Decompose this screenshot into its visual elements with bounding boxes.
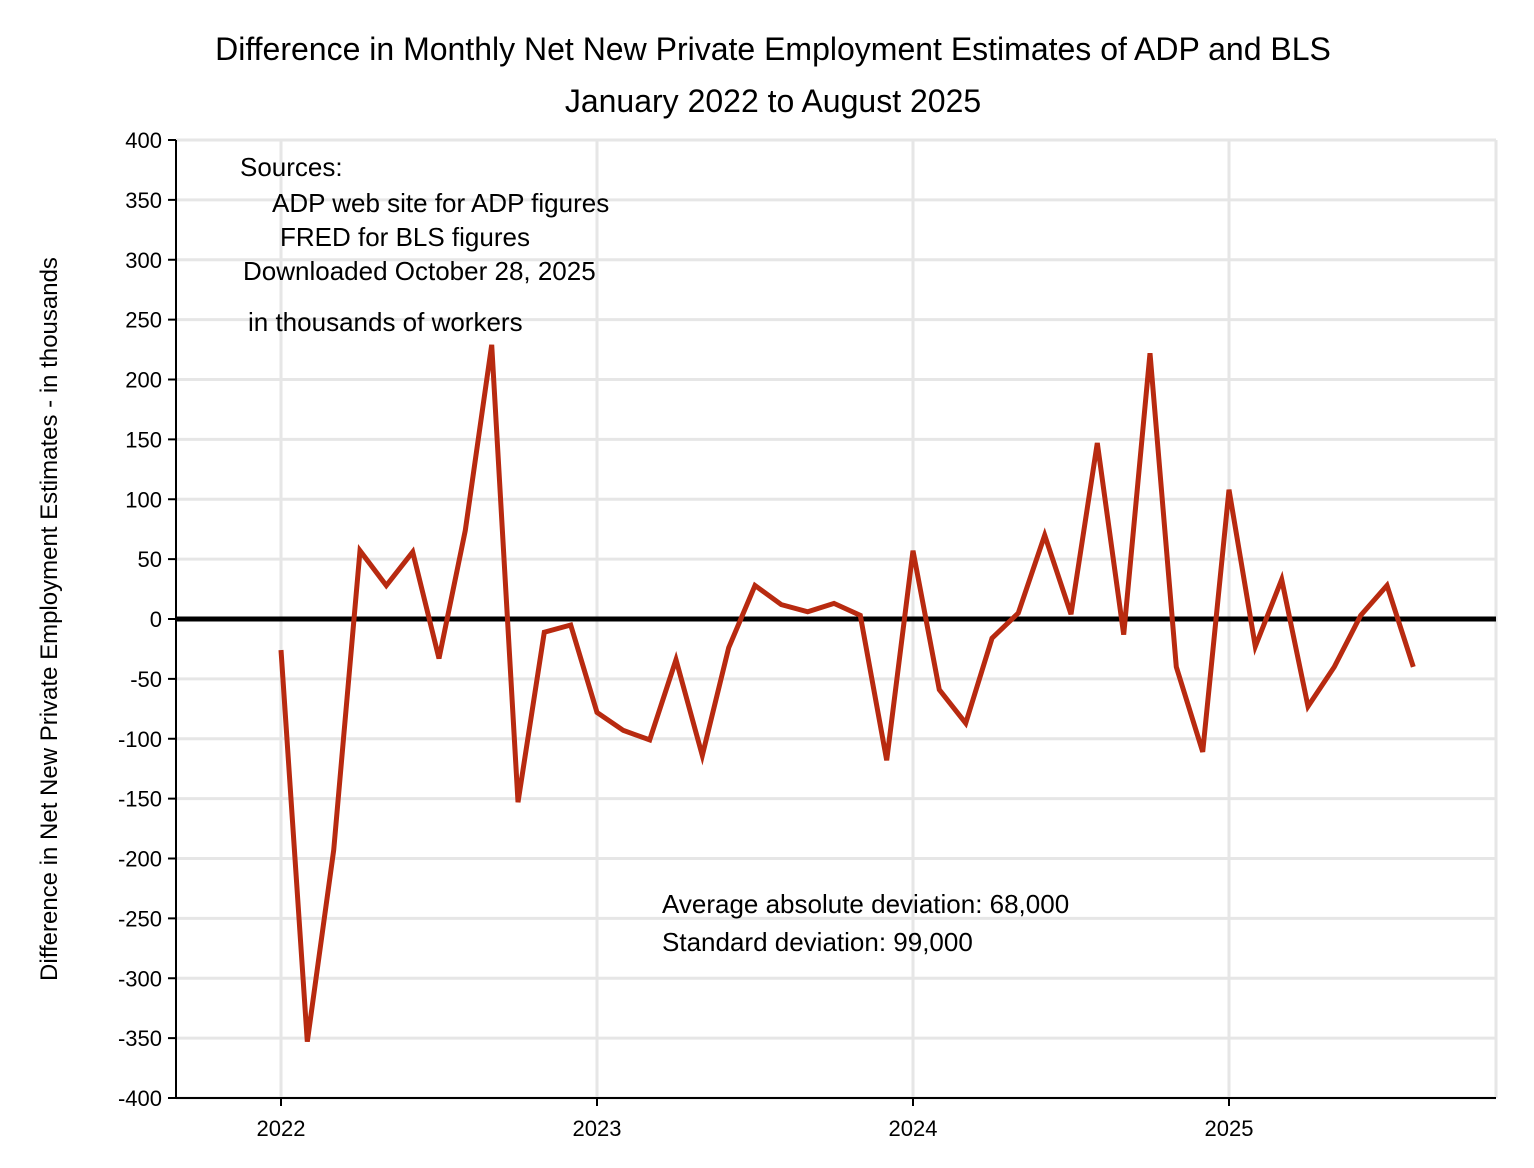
y-tick-label: -150: [118, 787, 162, 812]
sources-label: Sources:: [240, 152, 343, 182]
axes: [168, 139, 1496, 1106]
avg-abs-deviation: Average absolute deviation: 68,000: [662, 889, 1069, 919]
y-tick-label: -250: [118, 906, 162, 931]
y-tick-label: -200: [118, 847, 162, 872]
download-date: Downloaded October 28, 2025: [243, 256, 596, 286]
annotations: Sources: ADP web site for ADP figures FR…: [240, 152, 1069, 957]
y-tick-label: -400: [118, 1086, 162, 1111]
y-tick-label: -350: [118, 1026, 162, 1051]
x-tick-label: 2022: [257, 1116, 306, 1141]
y-tick-label: 100: [125, 487, 162, 512]
source-fred: FRED for BLS figures: [280, 222, 530, 252]
y-tick-label: -100: [118, 727, 162, 752]
y-tick-label: 150: [125, 427, 162, 452]
y-tick-label: 0: [150, 607, 162, 632]
series-line: [278, 344, 1416, 1043]
units-note: in thousands of workers: [248, 307, 523, 337]
y-tick-label: 50: [138, 547, 162, 572]
y-tick-label: 300: [125, 248, 162, 273]
y-tick-label: 250: [125, 308, 162, 333]
series-difference: [278, 344, 1416, 1043]
y-axis-label: Difference in Net New Private Employment…: [36, 257, 63, 981]
x-tick-label: 2024: [889, 1116, 938, 1141]
y-tick-label: -300: [118, 966, 162, 991]
x-tick-label: 2023: [573, 1116, 622, 1141]
x-tick-label: 2025: [1205, 1116, 1254, 1141]
chart-subtitle: January 2022 to August 2025: [565, 83, 981, 119]
y-tick-label: 350: [125, 188, 162, 213]
tick-labels: 400 350 300 250 200 150 100 50 0 -50 -100 -150 -200 -…: [118, 128, 1254, 1141]
y-tick-label: 400: [125, 128, 162, 153]
chart-title: Difference in Monthly Net New Private Em…: [215, 31, 1331, 67]
std-deviation: Standard deviation: 99,000: [662, 927, 973, 957]
y-tick-label: -50: [130, 667, 162, 692]
source-adp: ADP web site for ADP figures: [272, 188, 609, 218]
y-tick-label: 200: [125, 368, 162, 393]
